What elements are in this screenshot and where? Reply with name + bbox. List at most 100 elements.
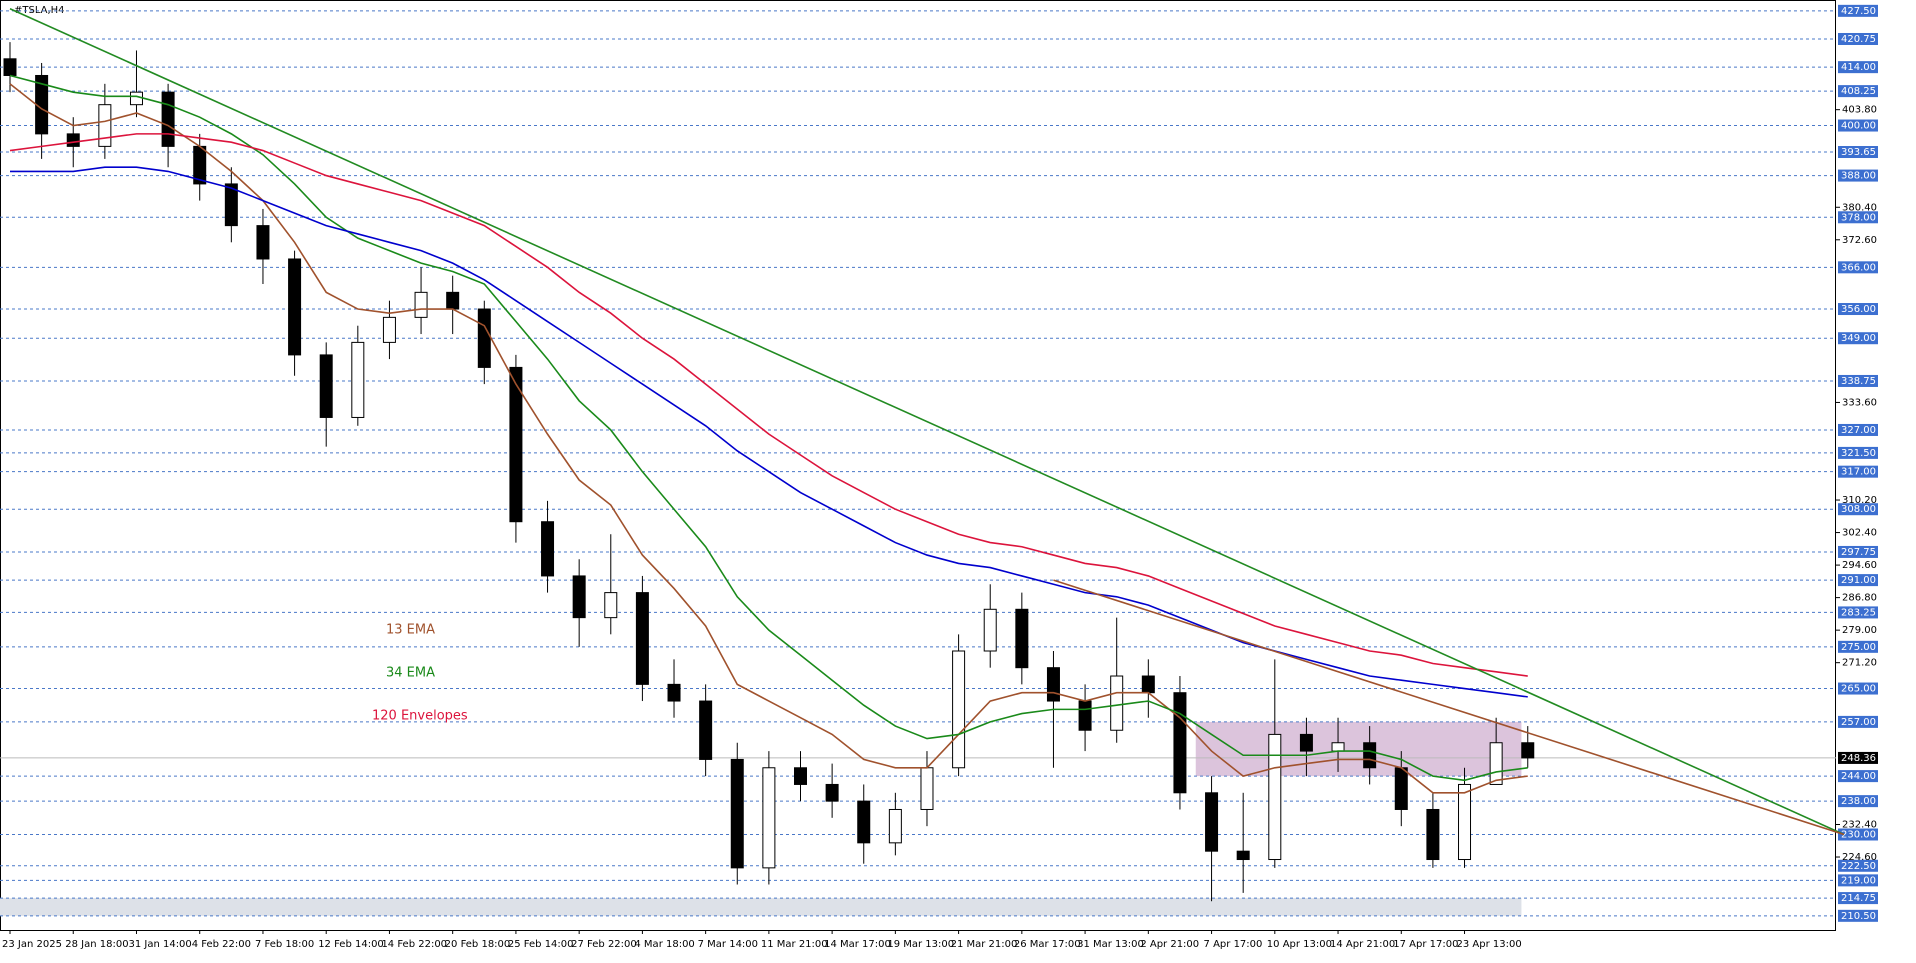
level-label-box: [1838, 465, 1878, 478]
level-label-box: [1838, 32, 1878, 45]
candle-body: [604, 592, 618, 619]
y-tick-label: 224.60: [1842, 852, 1877, 863]
candle-body: [857, 800, 871, 844]
candle-body: [952, 650, 966, 769]
y-tick-label: 271.20: [1842, 658, 1877, 669]
level-label-box: [1838, 640, 1878, 653]
x-tick-label: 14 Mar 17:00: [824, 939, 891, 950]
y-tick-label: 232.40: [1842, 819, 1877, 830]
level-label-box: [1838, 859, 1878, 872]
level-label-box: [1838, 828, 1878, 841]
x-tick-label: 7 Feb 18:00: [255, 939, 314, 950]
level-label: 291.00: [1841, 575, 1876, 586]
level-label-box: [1838, 503, 1878, 516]
candle-body: [1046, 667, 1060, 702]
level-label-box: [1838, 715, 1878, 728]
level-label: 327.00: [1841, 425, 1876, 436]
candle-body: [129, 91, 143, 106]
x-tick-label: 26 Mar 17:00: [1014, 939, 1081, 950]
level-label: 222.50: [1841, 861, 1876, 872]
level-label-box: [1838, 4, 1878, 17]
x-tick-label: 14 Apr 21:00: [1330, 939, 1395, 950]
x-tick-label: 31 Mar 13:00: [1077, 939, 1144, 950]
x-tick-label: 2 Apr 21:00: [1140, 939, 1199, 950]
y-tick-label: 302.40: [1842, 528, 1877, 539]
candle-body: [1173, 692, 1187, 794]
level-label: 257.00: [1841, 717, 1876, 728]
level-label-box: [1838, 332, 1878, 345]
level-label: 378.00: [1841, 212, 1876, 223]
level-label-box: [1838, 211, 1878, 224]
level-label-box: [1838, 119, 1878, 132]
candle-body: [1489, 742, 1503, 785]
candle-body: [1078, 700, 1092, 731]
candle-body: [319, 354, 333, 418]
candle-body: [414, 291, 428, 318]
candle-body: [1426, 808, 1440, 861]
candle-body: [1110, 675, 1124, 731]
candle-body: [1236, 850, 1250, 861]
zone: [0, 898, 1522, 916]
level-label-box: [1838, 909, 1878, 922]
y-tick-label: 294.60: [1842, 560, 1877, 571]
x-tick-label: 25 Feb 14:00: [508, 939, 574, 950]
level-label: 219.00: [1841, 875, 1876, 886]
level-label: 408.25: [1841, 86, 1876, 97]
level-label: 349.00: [1841, 333, 1876, 344]
level-label: 414.00: [1841, 62, 1876, 73]
x-tick-label: 21 Mar 21:00: [951, 939, 1018, 950]
annotation: 13 EMA: [386, 623, 435, 638]
candle-body: [66, 133, 80, 147]
y-tick-label: 380.40: [1842, 202, 1877, 213]
level-label: 338.75: [1841, 376, 1876, 387]
level-label-box: [1838, 795, 1878, 808]
annotation: 120 Envelopes: [372, 709, 468, 724]
candle-body: [1141, 675, 1155, 694]
candle-body: [224, 183, 238, 227]
level-label: 275.00: [1841, 642, 1876, 653]
level-label: 393.65: [1841, 147, 1876, 158]
candle-body: [1521, 742, 1535, 759]
level-label: 230.00: [1841, 829, 1876, 840]
x-tick-label: 4 Mar 18:00: [634, 939, 694, 950]
level-label: 420.75: [1841, 34, 1876, 45]
level-label-box: [1838, 682, 1878, 695]
x-tick-label: 11 Mar 21:00: [761, 939, 828, 950]
level-label: 427.50: [1841, 6, 1876, 17]
level-label-box: [1838, 85, 1878, 98]
x-tick-label: 10 Apr 13:00: [1267, 939, 1332, 950]
y-tick-label: 403.80: [1842, 105, 1877, 116]
level-label: 297.75: [1841, 547, 1876, 558]
candle-body: [794, 767, 807, 785]
candle-body: [1205, 792, 1219, 852]
level-label: 317.00: [1841, 467, 1876, 478]
level-label: 366.00: [1841, 262, 1876, 273]
candle-body: [382, 316, 396, 343]
x-tick-label: 7 Apr 17:00: [1204, 939, 1263, 950]
trendline: [9, 8, 1845, 836]
level-label: 321.50: [1841, 448, 1876, 459]
trendline: [1053, 579, 1845, 836]
x-tick-label: 7 Mar 14:00: [698, 939, 758, 950]
x-tick-label: 31 Jan 14:00: [128, 939, 191, 950]
level-label-box: [1838, 61, 1878, 74]
level-label-box: [1838, 874, 1878, 887]
candle-body: [1331, 742, 1345, 752]
x-tick-label: 23 Apr 13:00: [1457, 939, 1522, 950]
level-label-box: [1838, 606, 1878, 619]
level-label: 400.00: [1841, 121, 1876, 132]
x-tick-label: 19 Mar 13:00: [887, 939, 954, 950]
candle-body: [1268, 733, 1282, 861]
candle-body: [667, 683, 681, 702]
y-tick-label: 333.60: [1842, 397, 1877, 408]
zone: [1195, 721, 1522, 777]
level-label: 388.00: [1841, 171, 1876, 182]
candle-body: [446, 291, 460, 310]
level-label-box: [1838, 770, 1878, 783]
candle-body: [1015, 608, 1029, 669]
y-tick-label: 372.60: [1842, 235, 1877, 246]
candle-body: [541, 521, 555, 577]
chart-title: #TSLA,H4: [14, 5, 65, 16]
